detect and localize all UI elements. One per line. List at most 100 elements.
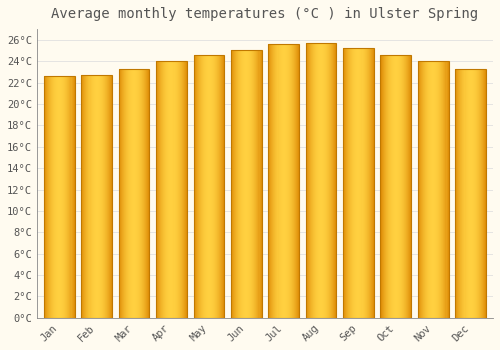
Bar [312,43,313,318]
Bar [196,55,198,318]
Bar [440,61,442,318]
Bar [425,61,426,318]
Bar [384,55,386,318]
Bar [64,76,66,318]
Bar [131,69,132,318]
Bar [186,61,187,318]
Bar [237,50,238,318]
Bar [274,44,276,318]
Bar [241,50,242,318]
Bar [158,61,159,318]
Bar [221,55,222,318]
Bar [111,75,112,318]
Bar [198,55,200,318]
Bar [309,43,310,318]
Bar [120,69,121,318]
Bar [431,61,432,318]
Bar [466,69,468,318]
Bar [331,43,332,318]
Bar [319,43,320,318]
Bar [306,43,308,318]
Bar [280,44,281,318]
Bar [164,61,166,318]
Bar [57,76,58,318]
Bar [123,69,124,318]
Bar [318,43,319,318]
Bar [296,44,297,318]
Bar [258,50,260,318]
Bar [430,61,431,318]
Bar [174,61,176,318]
Bar [395,55,396,318]
Bar [442,61,444,318]
Bar [144,69,146,318]
Bar [286,44,288,318]
Bar [51,76,52,318]
Bar [157,61,158,318]
Bar [162,61,164,318]
Bar [146,69,148,318]
Bar [208,55,209,318]
Bar [456,69,486,318]
Bar [424,61,425,318]
Bar [394,55,395,318]
Bar [284,44,286,318]
Bar [161,61,162,318]
Bar [346,48,347,318]
Bar [194,55,224,318]
Bar [86,75,88,318]
Bar [133,69,134,318]
Bar [128,69,129,318]
Bar [446,61,448,318]
Bar [256,50,258,318]
Bar [315,43,316,318]
Bar [254,50,256,318]
Bar [472,69,474,318]
Bar [245,50,246,318]
Bar [393,55,394,318]
Bar [321,43,322,318]
Bar [236,50,237,318]
Bar [421,61,422,318]
Bar [121,69,122,318]
Bar [234,50,235,318]
Bar [380,55,382,318]
Bar [242,50,243,318]
Bar [122,69,123,318]
Bar [106,75,107,318]
Bar [54,76,55,318]
Bar [295,44,296,318]
Bar [209,55,210,318]
Bar [239,50,240,318]
Bar [143,69,144,318]
Bar [135,69,136,318]
Bar [343,48,374,318]
Bar [139,69,140,318]
Bar [290,44,291,318]
Bar [468,69,469,318]
Bar [298,44,299,318]
Title: Average monthly temperatures (°C ) in Ulster Spring: Average monthly temperatures (°C ) in Ul… [52,7,478,21]
Bar [294,44,295,318]
Bar [418,61,448,318]
Bar [231,50,262,318]
Bar [118,69,150,318]
Bar [58,76,59,318]
Bar [398,55,399,318]
Bar [204,55,206,318]
Bar [350,48,352,318]
Bar [212,55,213,318]
Bar [222,55,223,318]
Bar [50,76,51,318]
Bar [52,76,53,318]
Bar [428,61,429,318]
Bar [291,44,292,318]
Bar [202,55,203,318]
Bar [484,69,485,318]
Bar [213,55,214,318]
Bar [334,43,336,318]
Bar [313,43,314,318]
Bar [223,55,224,318]
Bar [68,76,70,318]
Bar [142,69,143,318]
